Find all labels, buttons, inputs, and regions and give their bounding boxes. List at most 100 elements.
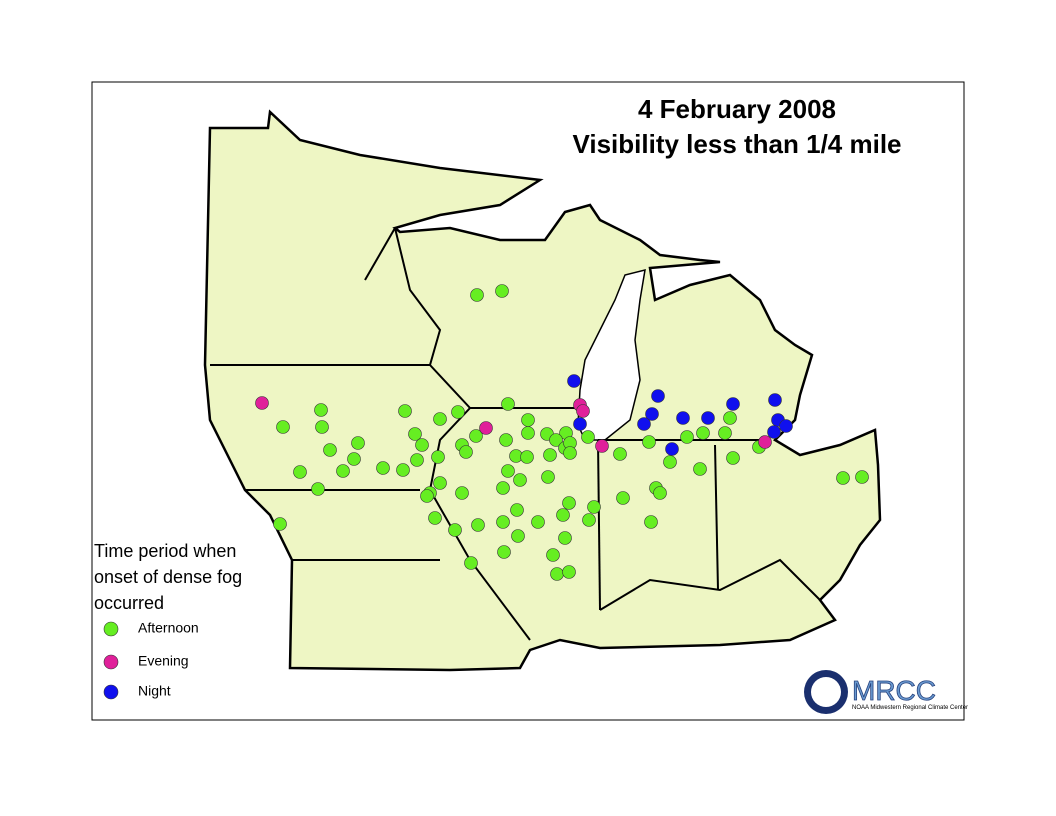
fog-station [470, 288, 484, 302]
fog-station [616, 491, 630, 505]
fog-station [420, 489, 434, 503]
fog-station [510, 503, 524, 517]
fog-station [511, 529, 525, 543]
fog-station [595, 439, 609, 453]
fog-station [651, 389, 665, 403]
fog-station [376, 461, 390, 475]
legend-title: onset of dense fog [94, 567, 242, 587]
fog-station [576, 404, 590, 418]
fog-station [273, 517, 287, 531]
fog-station [496, 515, 510, 529]
logo: MRCC NOAA Midwestern Regional Climate Ce… [804, 670, 968, 714]
fog-station [680, 430, 694, 444]
fog-station [663, 455, 677, 469]
fog-station [637, 417, 651, 431]
legend-title: Time period when [94, 541, 236, 561]
fog-station [693, 462, 707, 476]
fog-station [351, 436, 365, 450]
fog-station [347, 452, 361, 466]
fog-station [562, 565, 576, 579]
fog-station [613, 447, 627, 461]
fog-station [546, 548, 560, 562]
fog-station [644, 515, 658, 529]
fog-station [410, 453, 424, 467]
fog-station [433, 476, 447, 490]
fog-station [323, 443, 337, 457]
fog-station [696, 426, 710, 440]
state-borders [210, 227, 821, 641]
fog-station [408, 427, 422, 441]
fog-station [497, 545, 511, 559]
fog-station [415, 438, 429, 452]
legend-label: Afternoon [138, 620, 199, 636]
fog-station [255, 396, 269, 410]
fog-station [701, 411, 715, 425]
fog-station [451, 405, 465, 419]
legend: Afternoon Evening Night [103, 620, 199, 700]
fog-station [758, 435, 772, 449]
title-line: Visibility less than 1/4 mile [573, 129, 902, 159]
fog-station [543, 448, 557, 462]
legend-title: occurred [94, 593, 164, 613]
fog-station [396, 463, 410, 477]
fog-station [496, 481, 510, 495]
fog-station [541, 470, 555, 484]
stations [255, 284, 869, 581]
fog-station [398, 404, 412, 418]
legend-label: Evening [138, 653, 189, 669]
fog-station [314, 403, 328, 417]
fog-station [499, 433, 513, 447]
fog-station [459, 445, 473, 459]
fog-station [471, 518, 485, 532]
fog-station [550, 567, 564, 581]
legend-marker [103, 684, 119, 700]
fog-station [521, 413, 535, 427]
logo-emblem-inner [811, 677, 841, 707]
fog-station [726, 397, 740, 411]
map [203, 109, 882, 672]
fog-station [520, 450, 534, 464]
fog-station [558, 531, 572, 545]
fog-station [469, 429, 483, 443]
fog-station [336, 464, 350, 478]
fog-station [581, 430, 595, 444]
fog-station [521, 426, 535, 440]
fog-station [501, 464, 515, 478]
fog-station [501, 397, 515, 411]
fog-station [276, 420, 290, 434]
fog-station [676, 411, 690, 425]
fog-station [767, 425, 781, 439]
fog-station [455, 486, 469, 500]
fog-station [855, 470, 869, 484]
fog-station [768, 393, 782, 407]
fog-station [531, 515, 545, 529]
fog-station [587, 500, 601, 514]
fog-station [563, 446, 577, 460]
fog-station [433, 412, 447, 426]
fog-station [549, 433, 563, 447]
fog-station [495, 284, 509, 298]
fog-station [665, 442, 679, 456]
fog-station [479, 421, 493, 435]
fog-station [718, 426, 732, 440]
fog-station [311, 482, 325, 496]
fog-station [726, 451, 740, 465]
legend-label: Night [138, 683, 171, 699]
fog-station [431, 450, 445, 464]
fog-station [573, 417, 587, 431]
logo-subtitle: NOAA Midwestern Regional Climate Center [852, 705, 968, 711]
title-line: 4 February 2008 [638, 94, 836, 124]
fog-station [562, 496, 576, 510]
fog-station [315, 420, 329, 434]
logo-name: MRCC [852, 675, 936, 706]
fog-station [567, 374, 581, 388]
fog-station [556, 508, 570, 522]
legend-marker [103, 654, 119, 670]
fog-station [642, 435, 656, 449]
fog-station [464, 556, 478, 570]
fog-station [653, 486, 667, 500]
fog-station [836, 471, 850, 485]
fog-station [582, 513, 596, 527]
fog-station [723, 411, 737, 425]
